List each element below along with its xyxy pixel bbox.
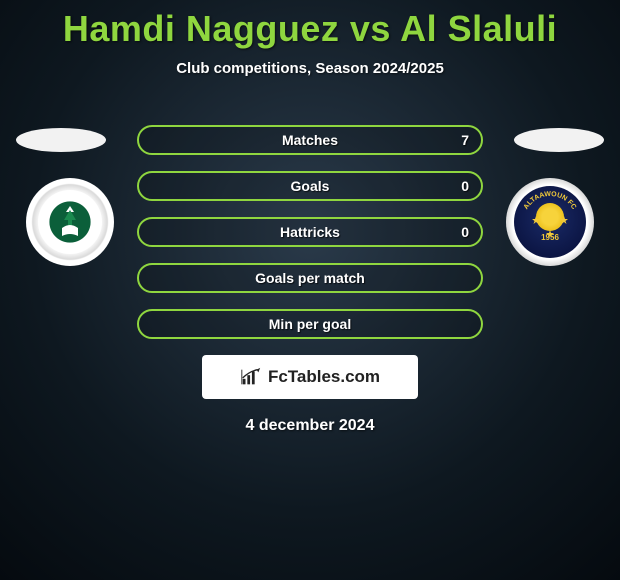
stat-bar-min-per-goal: Min per goal [137,309,483,339]
content: Hamdi Nagguez vs Al Slaluli Club competi… [0,0,620,435]
brand-box: FcTables.com [202,355,418,399]
stat-right-value: 0 [461,224,469,240]
subtitle: Club competitions, Season 2024/2025 [0,60,620,77]
brand-text: FcTables.com [268,367,380,387]
stat-label: Hattricks [280,224,340,240]
stat-label: Min per goal [269,316,351,332]
stat-bar-goals-per-match: Goals per match [137,263,483,293]
ahli-saudi-crest-icon [38,190,102,254]
right-team-crest: ALTAAWOUN FC 1956 [506,178,594,266]
right-header-placeholder [514,128,604,152]
stat-right-value: 7 [461,132,469,148]
stat-bar-goals: Goals 0 [137,171,483,201]
stat-label: Goals per match [255,270,365,286]
page-title: Hamdi Nagguez vs Al Slaluli [0,0,620,50]
stat-label: Matches [282,132,338,148]
stat-bar-matches: Matches 7 [137,125,483,155]
stats-container: Matches 7 Goals 0 Hattricks 0 Goals per … [137,77,483,339]
crest-arc-text: ALTAAWOUN FC [523,191,577,211]
stat-right-value: 0 [461,178,469,194]
date-line: 4 december 2024 [0,417,620,435]
stat-bar-hattricks: Hattricks 0 [137,217,483,247]
left-header-placeholder [16,128,106,152]
svg-text:ALTAAWOUN FC: ALTAAWOUN FC [523,191,577,211]
left-team-crest [26,178,114,266]
altaawoun-crest-icon: ALTAAWOUN FC 1956 [514,186,586,258]
chart-icon [240,366,262,388]
stat-label: Goals [291,178,330,194]
